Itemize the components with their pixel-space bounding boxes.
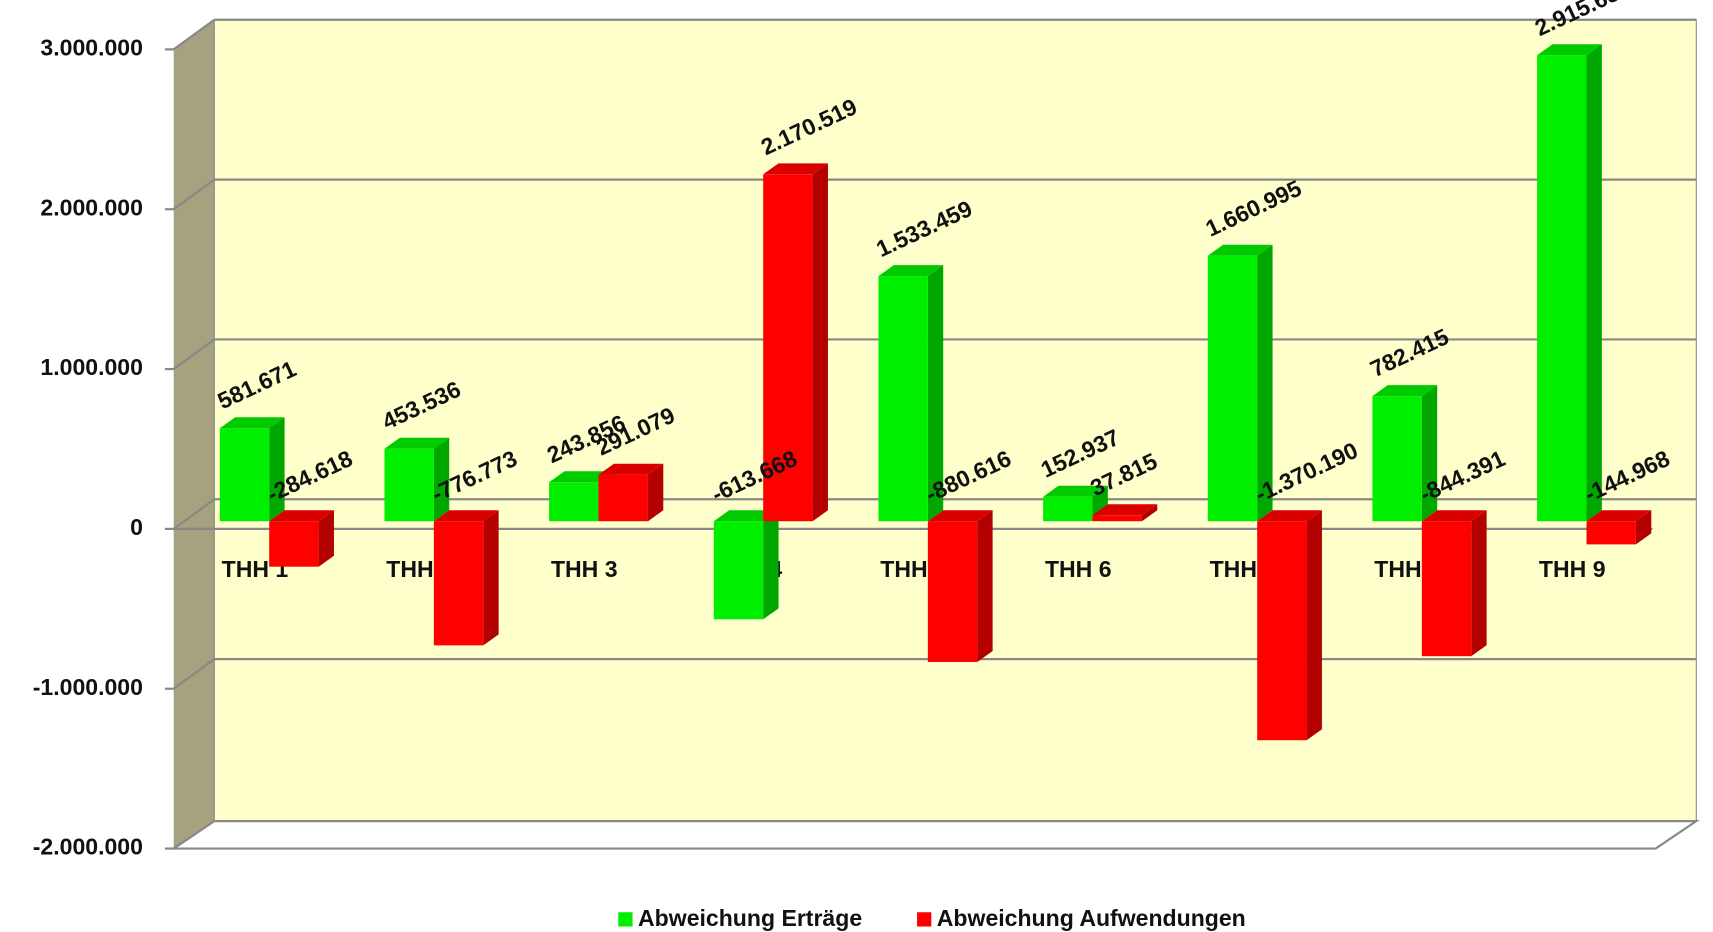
bar xyxy=(713,521,764,620)
bar xyxy=(384,448,434,522)
bar-side xyxy=(1306,510,1322,741)
bar-side xyxy=(318,510,334,567)
bar-side xyxy=(1141,504,1158,522)
bar-top xyxy=(433,510,499,522)
bar-top xyxy=(1092,504,1158,516)
bar-top xyxy=(927,510,993,522)
back-wall xyxy=(213,19,1697,822)
grid-line xyxy=(173,178,215,211)
y-tick-label: 3.000.000 xyxy=(40,34,143,60)
bar-side xyxy=(269,417,285,522)
bar-top xyxy=(763,163,828,175)
grid-line xyxy=(173,498,215,530)
bar-side xyxy=(927,265,944,522)
bar-top xyxy=(598,463,664,475)
bar-side xyxy=(977,510,993,662)
y-tick-label: 0 xyxy=(130,514,143,540)
bar xyxy=(1257,521,1307,741)
bar xyxy=(1207,255,1258,522)
bar-top xyxy=(1421,510,1487,522)
bar-side xyxy=(763,510,779,620)
grid-line xyxy=(173,658,215,690)
bar-top xyxy=(1257,510,1322,522)
bar-side xyxy=(1257,244,1273,522)
bar-side xyxy=(647,463,664,522)
bar xyxy=(1043,496,1093,522)
bar-top xyxy=(1207,244,1273,256)
bar xyxy=(927,521,978,662)
bar-side xyxy=(1421,385,1438,522)
legend-label: Abweichung Erträge xyxy=(638,905,862,931)
y-tick-label: 1.000.000 xyxy=(40,354,143,380)
bar-top xyxy=(878,265,944,277)
bar-top xyxy=(713,510,779,522)
legend-swatch xyxy=(917,912,932,927)
bar-top xyxy=(1586,510,1652,522)
floor xyxy=(170,820,1700,850)
bar xyxy=(269,521,319,567)
y-tick-label: -2.000.000 xyxy=(33,834,143,860)
grid-line xyxy=(173,338,215,370)
bar-top xyxy=(384,437,450,449)
bar xyxy=(219,428,270,522)
bar xyxy=(598,474,648,522)
legend-swatch xyxy=(618,912,633,927)
bar-top xyxy=(219,417,285,429)
bar xyxy=(878,276,928,522)
y-tick-label: 2.000.000 xyxy=(40,194,143,220)
bar-top xyxy=(549,471,614,483)
bar xyxy=(433,521,484,646)
bar-side xyxy=(1471,510,1487,657)
bar xyxy=(1537,55,1587,522)
bar xyxy=(763,174,813,522)
bar-top xyxy=(269,510,334,522)
bar-top xyxy=(1043,485,1108,497)
x-tick-label: THH 9 xyxy=(1539,556,1606,582)
legend-label: Abweichung Aufwendungen xyxy=(937,905,1246,931)
side-wall xyxy=(173,19,215,849)
bar xyxy=(1092,515,1142,522)
bar-side xyxy=(483,510,499,646)
bar xyxy=(1372,396,1422,522)
bar-side xyxy=(812,163,828,522)
bar-side xyxy=(433,437,450,522)
y-tick-label: -1.000.000 xyxy=(33,674,143,700)
bar-top xyxy=(1372,385,1438,397)
bar xyxy=(549,482,599,522)
bar-side xyxy=(1586,44,1602,522)
bar-top xyxy=(1537,44,1602,56)
bar xyxy=(1586,521,1636,545)
bar-side xyxy=(1635,510,1652,545)
bar xyxy=(1421,521,1472,657)
grid-line xyxy=(173,18,215,51)
x-tick-label: THH 6 xyxy=(1045,556,1112,582)
x-tick-label: THH 3 xyxy=(551,556,618,582)
